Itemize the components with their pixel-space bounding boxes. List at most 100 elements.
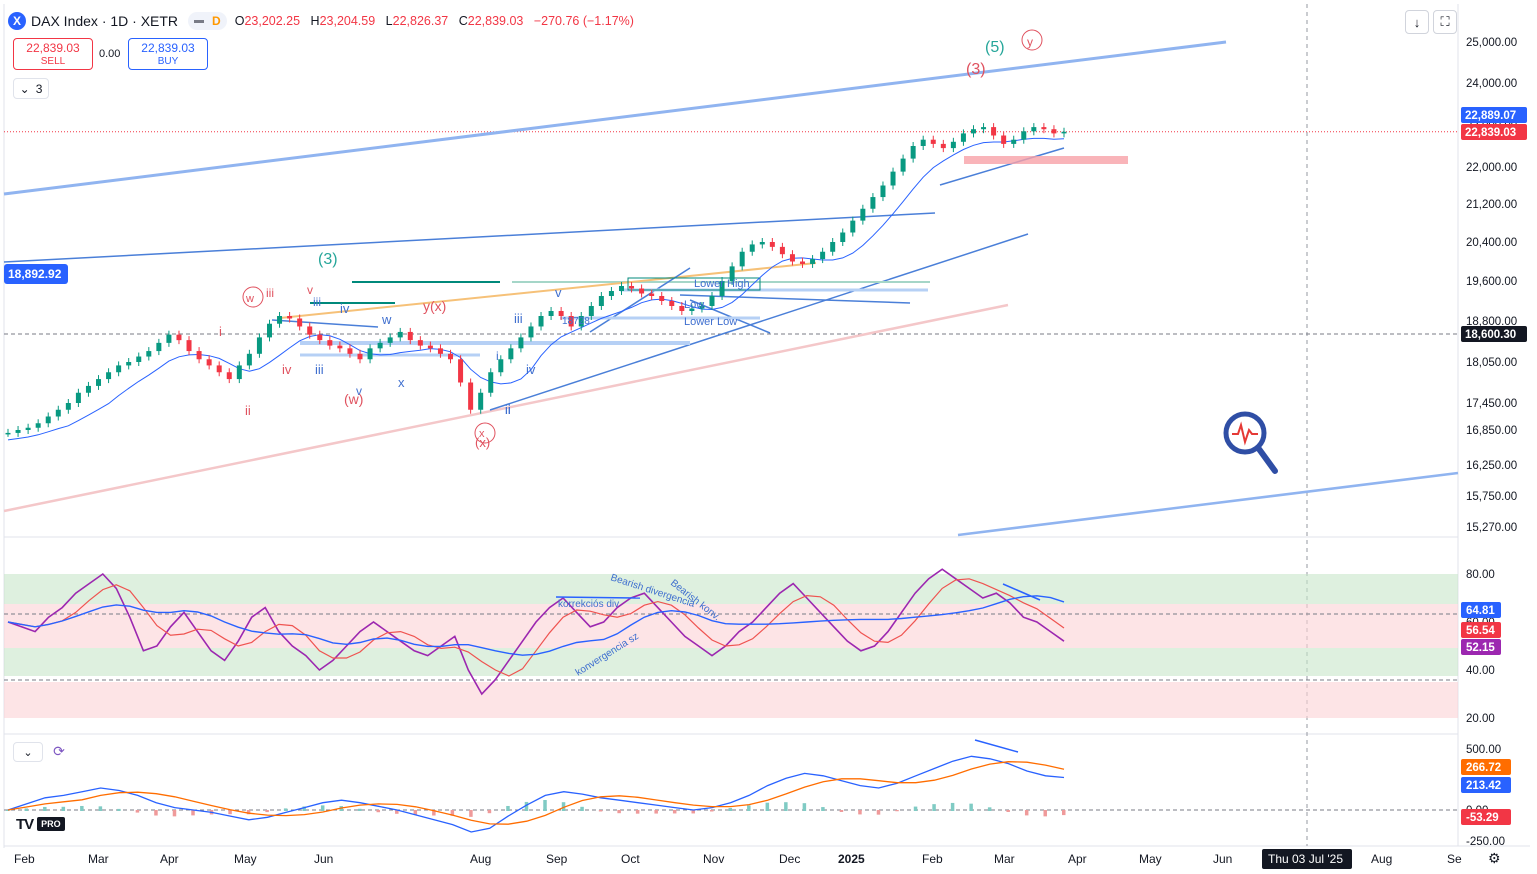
candle-body [538,316,544,327]
symbol-title[interactable]: DAX Index · 1D · XETR [31,13,179,29]
price-tick-label: 18,800.00 [1466,316,1517,328]
macd-histogram-bar [969,803,973,811]
spread-value: 0.00 [99,48,121,60]
macd-histogram-bar [561,802,566,811]
candle-body [75,392,81,403]
rsi-tick-label: 40.00 [1466,665,1495,677]
candle-body [940,143,946,149]
interval-badge[interactable]: D [188,12,227,30]
macd-histogram-bar [765,802,770,811]
candle-body [1051,129,1057,134]
macd-histogram-bar [802,803,807,811]
pulse-line [1232,421,1258,446]
candle-body [458,359,464,383]
candle-body [146,351,152,357]
wave-annotation: ii [505,402,511,417]
wave-annotation: v [356,384,362,398]
sell-button[interactable]: 22,839.03 SELL [13,38,93,70]
macd-histogram-bar [246,810,251,815]
macd-histogram-bar [487,810,492,814]
macd-histogram-bar [376,810,381,813]
support-zone [964,156,1128,164]
time-tick-label: Jun [314,852,333,866]
macd-histogram-bar [617,810,621,814]
wave-annotation: iv [282,362,292,377]
candle-body [518,337,524,349]
indicators-toggle[interactable]: ⌄ 3 [13,78,49,99]
wave-annotation: x [479,428,485,440]
wave-annotation: 18728 [562,316,590,327]
candle-body [608,291,614,296]
candle-body [367,348,373,360]
macd-histogram-bar [43,806,47,811]
macd-histogram-bar [950,802,955,811]
candle-body [749,244,755,252]
macd-histogram-bar [691,810,695,814]
wave-annotation: iii [266,286,274,300]
candle-body [920,139,926,146]
wave-annotation: (5) [985,39,1005,56]
wave-annotation: iii [313,295,321,309]
fullscreen-button[interactable]: ⛶ [1433,10,1457,34]
candle-body [981,127,987,130]
macd-tick-label: 500.00 [1466,744,1501,756]
macd-histogram-bar [191,810,195,816]
macd-histogram-bar [524,801,529,811]
candle-body [970,129,976,134]
candle-body [96,379,102,386]
rsi-tick-label: 20.00 [1466,713,1495,725]
candle-body [1061,131,1067,134]
macd-histogram-bar [80,805,84,811]
candle-body [417,340,423,346]
macd-value-label: -53.29 [1466,812,1499,824]
time-tick-label: Jun [1213,852,1232,866]
pane-collapse-button[interactable]: ⌄ [13,742,43,762]
left-level-label: 18,892.92 [8,267,62,281]
candle-body [216,365,222,373]
macd-histogram-bar [747,805,751,811]
candle-body [548,311,554,316]
price-tick-label: 17,450.00 [1466,398,1517,410]
price-tick-label: 25,000.00 [1466,37,1517,49]
trend-line [589,267,691,333]
fullscreen-icon: ⛶ [1440,14,1450,29]
candle-body [256,337,262,354]
rsi-annotation: korrekciós div [558,599,619,610]
macd-histogram-bar [154,810,158,816]
macd-label-bg [1461,759,1511,775]
gear-icon[interactable]: ⚙ [1488,850,1501,866]
candle-body [860,208,866,221]
download-icon: ↓ [1413,14,1421,30]
macd-histogram-bar [6,810,10,811]
candle-body [136,356,142,362]
macd-histogram-bar [895,810,899,812]
price-tick-label: 21,200.00 [1466,199,1517,211]
macd-histogram-bar [506,805,510,811]
macd-histogram-bar [432,810,436,816]
download-button[interactable]: ↓ [1405,10,1429,34]
rsi-low-band [4,682,1458,718]
horizontal-line-label: 18,600.30 [1465,329,1516,341]
candle-body [126,362,132,366]
last-price-label-bg [1461,124,1527,140]
prev-close-label: 22,889.07 [1465,110,1516,122]
price-tick-label: 15,270.00 [1466,522,1517,534]
candle-body [669,301,675,306]
refresh-icon[interactable]: ⟳ [53,742,65,759]
candle-body [176,334,182,341]
candle-body [588,306,594,316]
wave-annotation: y(x) [423,298,446,314]
macd-histogram-bar [987,807,992,811]
rsi-label-bg [1461,602,1501,618]
time-tick-label: Mar [88,852,109,866]
candle-body [387,337,393,343]
minus-icon [194,19,205,23]
rsi-overbought-band [4,574,1458,604]
chevron-down-icon: ⌄ [23,746,33,759]
candle-body [25,427,31,430]
candle-body [618,286,624,291]
price-tick-label: 24,000.00 [1466,78,1517,90]
buy-button[interactable]: 22,839.03 BUY [128,38,208,70]
candle-body [347,348,353,354]
